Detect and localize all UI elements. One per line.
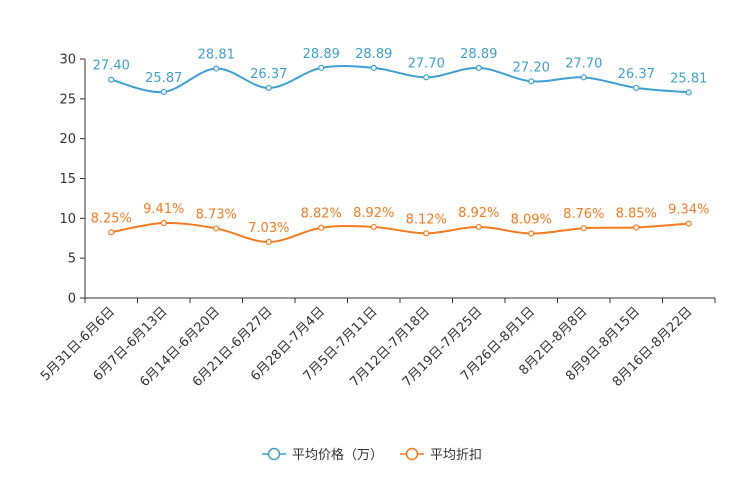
- data-point[interactable]: [318, 224, 325, 231]
- data-point[interactable]: [423, 230, 430, 237]
- data-point[interactable]: [213, 225, 220, 232]
- data-labels: 27.40 25.87 28.81 26.37 28.89 28.89 27.70 28.89…: [91, 47, 710, 236]
- data-label: 28.89: [303, 47, 340, 62]
- data-label: 27.70: [408, 56, 445, 71]
- data-point[interactable]: [475, 223, 482, 231]
- data-point[interactable]: [265, 238, 272, 246]
- legend-label: 平均折扣: [430, 448, 482, 463]
- data-label: 26.37: [618, 67, 655, 82]
- legend-label: 平均价格（万）: [292, 447, 383, 463]
- data-label: 8.12%: [406, 212, 447, 227]
- data-point[interactable]: [423, 74, 430, 81]
- data-label: 28.81: [198, 47, 235, 62]
- data-point[interactable]: [108, 76, 115, 83]
- legend-item-2[interactable]: 平均折扣: [400, 447, 482, 463]
- data-label: 27.20: [513, 60, 550, 75]
- axes: 0510152025305月31日-6月6日6月7日-6月13日6月14日-6月…: [38, 53, 716, 390]
- data-label: 9.41%: [143, 202, 184, 217]
- data-point[interactable]: [370, 64, 377, 71]
- data-point[interactable]: [685, 89, 692, 96]
- data-label: 8.25%: [91, 211, 132, 226]
- data-point[interactable]: [213, 65, 220, 72]
- data-label: 7.03%: [248, 221, 289, 236]
- series-line-2: [111, 221, 689, 243]
- data-label: 8.82%: [301, 207, 342, 222]
- data-point[interactable]: [633, 84, 640, 92]
- data-point[interactable]: [370, 223, 377, 231]
- data-point[interactable]: [633, 224, 640, 231]
- data-label: 28.89: [355, 47, 392, 62]
- data-label: 8.76%: [563, 207, 604, 222]
- data-label: 8.92%: [353, 206, 394, 221]
- data-point[interactable]: [685, 220, 692, 227]
- data-point[interactable]: [528, 230, 535, 237]
- data-label: 25.81: [670, 71, 707, 86]
- data-label: 26.37: [250, 67, 287, 82]
- legend-marker-icon: [267, 447, 281, 461]
- series-line-1: [110, 64, 689, 94]
- data-label: 25.87: [145, 71, 182, 86]
- y-tick-label: 15: [59, 172, 76, 187]
- legend-item-1[interactable]: 平均价格（万）: [262, 447, 383, 463]
- y-tick-label: 30: [59, 53, 76, 68]
- y-tick-label: 20: [59, 132, 76, 147]
- data-label: 27.70: [565, 56, 602, 71]
- data-label: 28.89: [460, 47, 497, 62]
- y-tick-label: 0: [68, 292, 76, 307]
- series-layer: [108, 64, 692, 246]
- data-point[interactable]: [318, 64, 325, 71]
- data-label: 8.85%: [616, 206, 657, 221]
- data-point[interactable]: [528, 78, 535, 85]
- data-label: 9.34%: [668, 203, 709, 218]
- y-tick-label: 25: [59, 92, 76, 107]
- y-tick-label: 5: [68, 252, 76, 267]
- data-point[interactable]: [160, 88, 167, 96]
- data-point[interactable]: [160, 219, 167, 227]
- y-tick-label: 10: [59, 212, 76, 227]
- data-label: 8.73%: [196, 207, 237, 222]
- legend[interactable]: 平均价格（万） 平均折扣: [262, 447, 482, 463]
- data-point[interactable]: [265, 84, 272, 92]
- data-point[interactable]: [475, 64, 482, 71]
- data-label: 8.92%: [458, 206, 499, 221]
- legend-marker-icon: [405, 447, 419, 461]
- data-label: 8.09%: [511, 213, 552, 228]
- data-label: 27.40: [93, 59, 130, 74]
- data-point[interactable]: [108, 229, 115, 236]
- data-point[interactable]: [580, 74, 587, 81]
- data-point[interactable]: [580, 225, 587, 232]
